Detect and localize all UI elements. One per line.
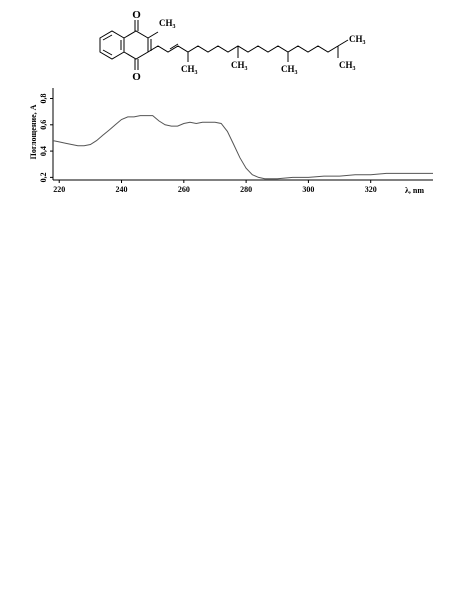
methyl-label: CH3 [231, 60, 248, 72]
terminal-bond [337, 39, 349, 47]
methyl-bond [147, 31, 159, 39]
phytyl-chain [147, 45, 339, 53]
x-tick-label: 280 [240, 185, 252, 194]
x-tick-label: 320 [365, 185, 377, 194]
quinone-ring [123, 30, 149, 60]
chain-double-bond [169, 43, 179, 50]
y-axis-label: Поглощение, A [29, 104, 38, 159]
y-tick-label: 0,4 [39, 146, 48, 156]
aromatic-bond [102, 34, 113, 41]
oxygen-bottom: O [132, 71, 141, 83]
methyl-label: CH3 [339, 60, 356, 72]
x-tick-label: 300 [302, 185, 314, 194]
chart: 220 240 260 280 300 320 0,2 0,4 0,6 0,8 λ, nm По… [29, 88, 433, 195]
x-tick-label: 220 [53, 185, 65, 194]
x-ticks: 220 240 260 280 300 320 [53, 180, 377, 194]
axes [52, 88, 433, 181]
y-ticks: 0,2 0,4 0,6 0,8 [39, 94, 53, 182]
figure: O O CH3 CH3 CH3 CH3 CH3 CH3 220 240 260 280… [29, 9, 433, 195]
y-tick-label: 0,6 [39, 120, 48, 130]
oxygen-top: O [132, 9, 141, 21]
x-tick-label: 260 [178, 185, 190, 194]
x-tick-label: 240 [116, 185, 128, 194]
x-axis-label: λ, nm [405, 186, 424, 195]
y-tick-label: 0,2 [39, 172, 48, 182]
y-tick-label: 0,8 [39, 94, 48, 104]
structure-labels: O O CH3 CH3 CH3 CH3 CH3 CH3 [132, 9, 365, 83]
aromatic-bond [102, 49, 113, 56]
absorption-spectrum-line [52, 115, 433, 180]
methyl-label: CH3 [349, 34, 366, 46]
methyl-label: CH3 [281, 64, 298, 76]
methyl-label: CH3 [181, 64, 198, 76]
chemical-structure [99, 20, 349, 70]
methyl-label: CH3 [159, 18, 176, 30]
